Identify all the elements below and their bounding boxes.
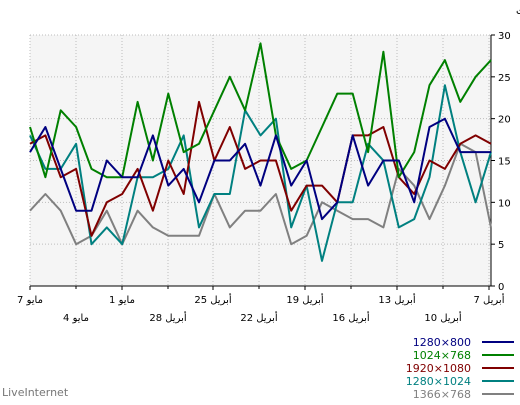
series-line [29,142,492,246]
legend-label: 1280×1024 [406,375,471,388]
y-axis-label: المرات [516,6,520,17]
y-tick-label: 5 [498,240,504,251]
series-line [29,117,491,221]
x-tick-label: 4 مايو [63,313,89,324]
series-line [29,100,492,237]
x-tick-label: 28 أبريل [149,311,187,324]
legend-label: 1366×768 [413,388,471,401]
x-tick-label: 25 أبريل [194,293,232,306]
x-tick-label: 10 أبريل [424,311,462,324]
y-tick-label: 20 [498,115,511,126]
brand-footer: LiveInternet [2,386,69,399]
x-tick-label: 13 أبريل [378,293,416,306]
series-line [29,84,492,262]
y-tick-label: 15 [498,157,511,168]
y-tick-label: 25 [498,73,511,84]
y-tick-label: 0 [498,282,504,293]
series-line [29,42,492,179]
x-tick-label: 7 أبريل [474,293,505,306]
series-lines [29,42,492,262]
legend-label: 1280×800 [413,336,471,349]
legend: 1280×8001024×7681920×10801280×10241366×7… [406,336,514,401]
y-tick-label: 30 [498,31,511,42]
y-tick-label: 10 [498,198,511,209]
x-tick-label: 7 مايو [17,295,43,306]
axes: 0 5 10 15 20 25 30 7 مايو 1 مايو 25 أبريل 19 أبريل… [17,31,511,324]
legend-label: 1024×768 [413,349,471,362]
x-tick-label: 1 مايو [109,295,135,306]
x-tick-label: 16 أبريل [332,311,370,324]
x-tick-label: 19 أبريل [286,293,324,306]
x-tick-label: 22 أبريل [240,311,278,324]
legend-label: 1920×1080 [406,362,471,375]
